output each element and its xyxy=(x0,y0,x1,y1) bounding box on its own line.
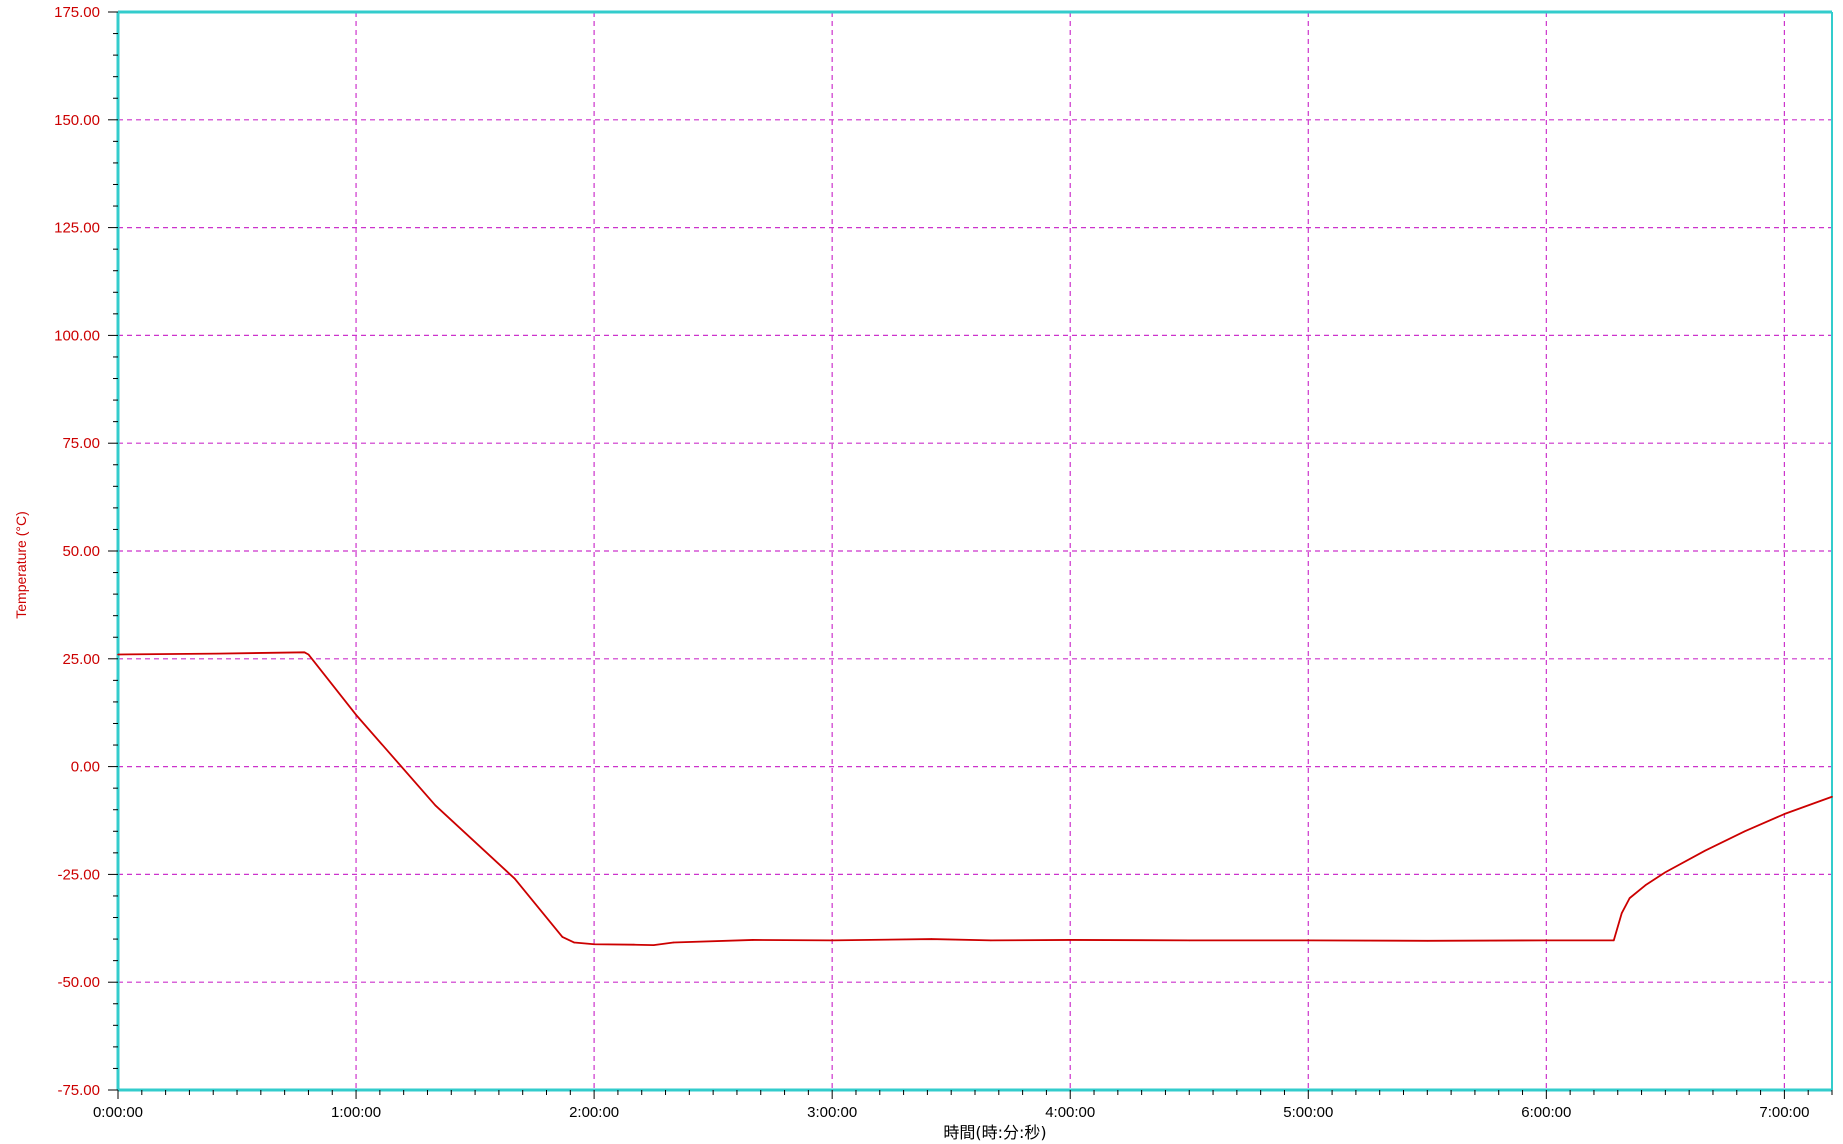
series-line xyxy=(117,651,1833,947)
y-tick-label: 175.00 xyxy=(54,4,100,21)
data-point xyxy=(355,714,357,716)
data-point xyxy=(1664,871,1667,874)
x-tick-label: 4:00:00 xyxy=(1045,1104,1095,1121)
data-point xyxy=(216,652,218,655)
data-point xyxy=(1704,849,1706,852)
y-tick-label: -25.00 xyxy=(57,866,100,883)
data-point xyxy=(990,939,992,942)
data-point xyxy=(831,939,833,942)
data-point xyxy=(593,943,595,946)
series-layer xyxy=(117,651,1833,947)
y-tick-label: 50.00 xyxy=(62,543,100,560)
data-point xyxy=(752,939,754,941)
data-point xyxy=(1783,813,1786,815)
data-point xyxy=(117,653,119,656)
data-point xyxy=(1644,884,1647,886)
x-tick-label: 2:00:00 xyxy=(569,1104,619,1121)
y-tick-label: 25.00 xyxy=(62,651,100,668)
data-point xyxy=(632,943,635,946)
y-axis-title: Temperature (°C) xyxy=(13,511,29,619)
data-point xyxy=(1612,939,1615,942)
data-point xyxy=(1069,939,1072,941)
data-point xyxy=(672,941,675,944)
data-point xyxy=(561,936,564,938)
x-tick-label: 5:00:00 xyxy=(1283,1104,1333,1121)
data-point xyxy=(930,938,933,940)
y-axis-tick-labels: 175.00 150.00 125.00 100.00 75.00 50.00 25.00 0… xyxy=(54,4,100,1099)
x-tick-label: 1:00:00 xyxy=(331,1104,381,1121)
x-tick-label: 3:00:00 xyxy=(807,1104,857,1121)
data-point xyxy=(1620,912,1623,915)
data-point xyxy=(307,653,310,656)
data-point xyxy=(303,651,306,654)
x-tick-label: 6:00:00 xyxy=(1521,1104,1571,1121)
data-point xyxy=(1426,940,1429,942)
data-point xyxy=(1743,830,1746,833)
y-tick-label: 125.00 xyxy=(54,220,100,237)
data-point xyxy=(513,877,516,880)
y-tick-label: 150.00 xyxy=(54,112,100,129)
data-point xyxy=(1545,939,1548,942)
x-axis-title: 時間(時:分:秒) xyxy=(943,1123,1046,1142)
x-tick-label: 0:00:00 xyxy=(93,1104,143,1121)
y-tick-label: -75.00 xyxy=(57,1082,100,1099)
data-point xyxy=(1628,897,1631,899)
data-point xyxy=(1831,795,1833,798)
data-point xyxy=(1188,939,1191,942)
data-point xyxy=(1307,939,1310,942)
data-point xyxy=(434,804,437,807)
y-tick-label: -50.00 xyxy=(57,974,100,991)
y-tick-label: 75.00 xyxy=(62,435,100,452)
x-tick-label: 7:00:00 xyxy=(1759,1104,1809,1121)
y-tick-label: 0.00 xyxy=(71,759,100,776)
minor-ticks xyxy=(108,11,1833,1099)
grid xyxy=(118,12,1832,1090)
x-axis-tick-labels: 0:00:00 1:00:00 2:00:00 3:00:00 4:00:00 5:00:… xyxy=(93,1104,1809,1121)
data-point xyxy=(652,944,655,946)
y-tick-label: 100.00 xyxy=(54,327,100,344)
data-point xyxy=(573,941,576,944)
